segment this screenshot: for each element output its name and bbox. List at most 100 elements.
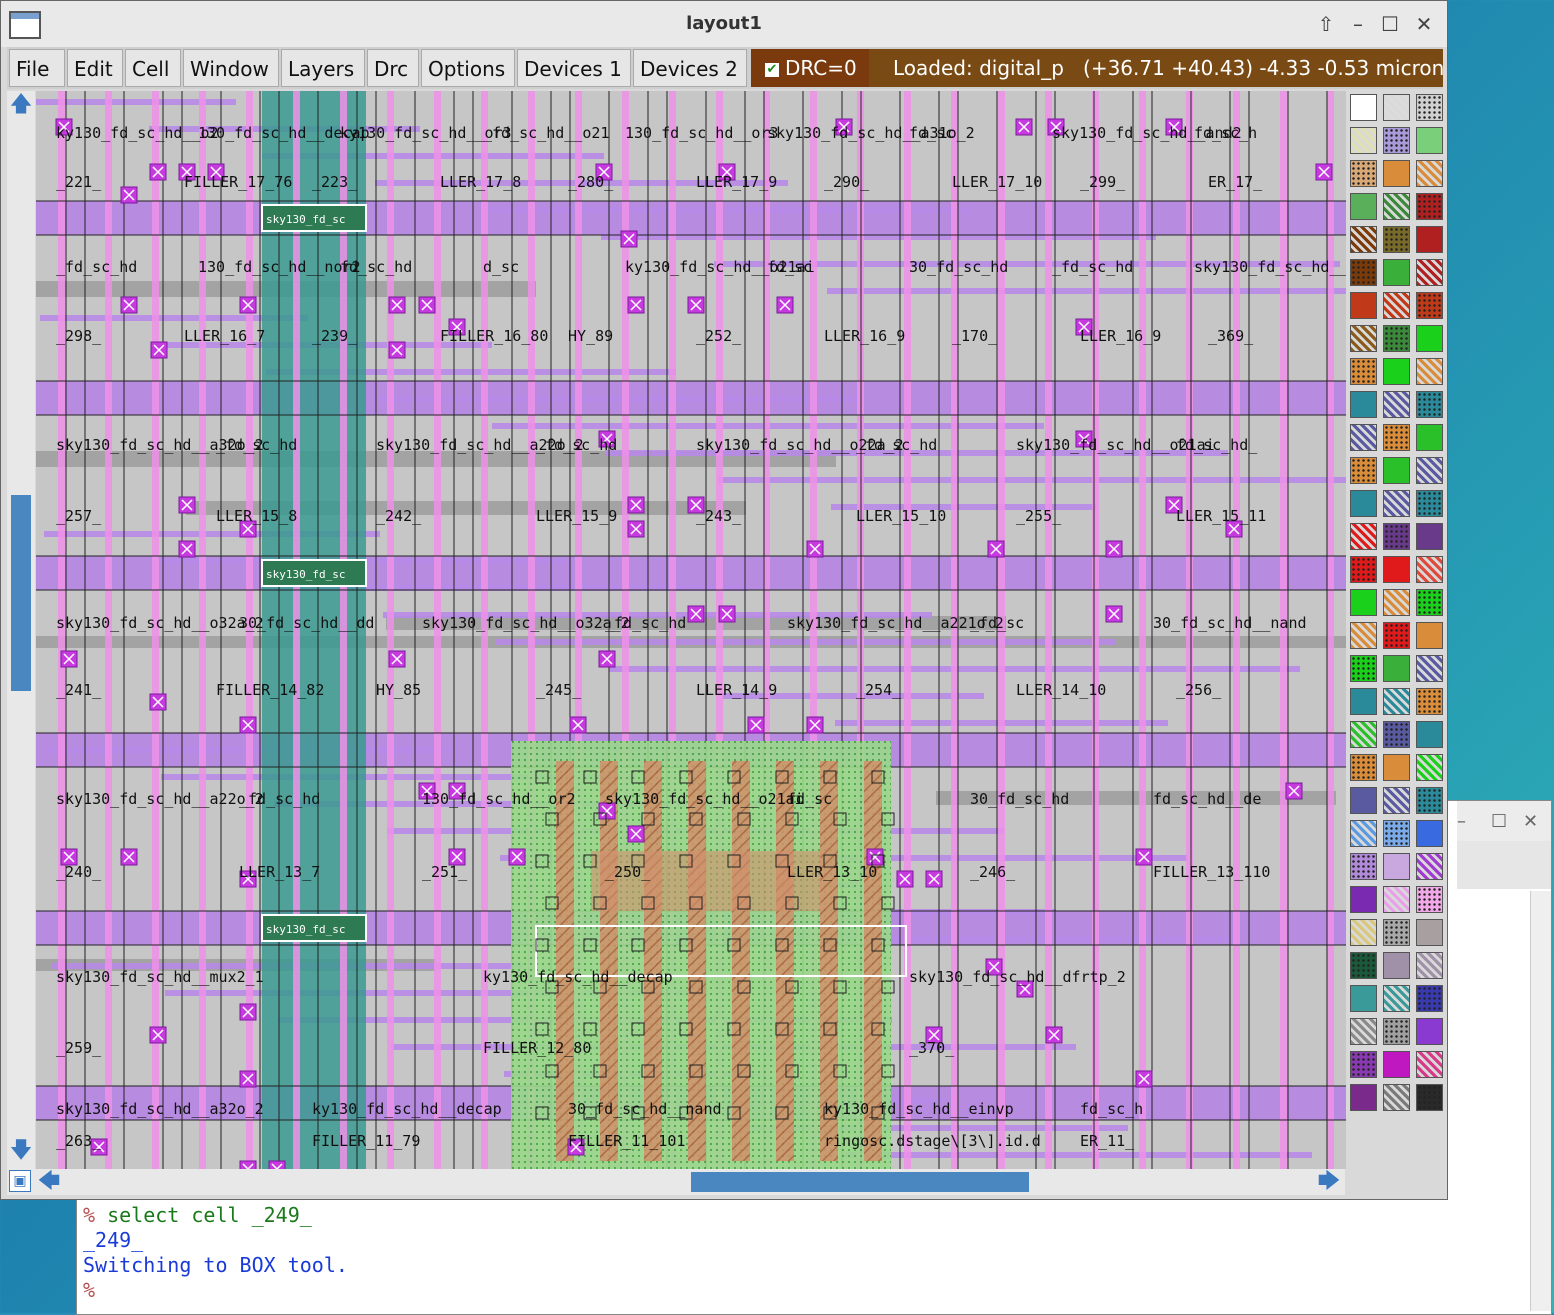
layer-swatch[interactable] [1383, 919, 1410, 946]
layer-swatch[interactable] [1383, 985, 1410, 1012]
layer-swatch[interactable] [1383, 94, 1410, 121]
layer-swatch[interactable] [1383, 160, 1410, 187]
layer-swatch[interactable] [1383, 358, 1410, 385]
layer-swatch[interactable] [1416, 523, 1443, 550]
layer-swatch[interactable] [1350, 259, 1377, 286]
layer-swatch[interactable] [1350, 853, 1377, 880]
layer-swatch[interactable] [1416, 655, 1443, 682]
layer-swatch[interactable] [1350, 721, 1377, 748]
layer-swatch[interactable] [1383, 325, 1410, 352]
layer-swatch[interactable] [1383, 259, 1410, 286]
layer-swatch[interactable] [1383, 490, 1410, 517]
layer-swatch[interactable] [1383, 424, 1410, 451]
menu-devices-1[interactable]: Devices 1 [517, 49, 631, 87]
layer-swatch[interactable] [1383, 589, 1410, 616]
layer-swatch[interactable] [1416, 787, 1443, 814]
layer-swatch[interactable] [1350, 754, 1377, 781]
layer-swatch[interactable] [1416, 193, 1443, 220]
layer-swatch[interactable] [1350, 985, 1377, 1012]
layer-swatch[interactable] [1383, 754, 1410, 781]
menu-edit[interactable]: Edit [67, 49, 123, 87]
horizontal-scroll-thumb[interactable] [691, 1172, 1029, 1192]
scroll-down-icon[interactable]: 🡇 [9, 1138, 33, 1163]
horizontal-scrollbar[interactable]: ▣ 🡄 🡆 [7, 1169, 1345, 1195]
layer-swatch[interactable] [1416, 622, 1443, 649]
layer-swatch[interactable] [1416, 589, 1443, 616]
zoom-box-icon[interactable]: ▣ [9, 1170, 31, 1192]
layer-swatch[interactable] [1350, 523, 1377, 550]
layer-swatch[interactable] [1416, 490, 1443, 517]
layer-swatch[interactable] [1350, 787, 1377, 814]
layer-swatch[interactable] [1350, 226, 1377, 253]
layer-swatch[interactable] [1416, 358, 1443, 385]
layer-swatch[interactable] [1416, 424, 1443, 451]
layer-swatch[interactable] [1416, 127, 1443, 154]
layer-swatch[interactable] [1350, 424, 1377, 451]
layer-swatch[interactable] [1416, 1051, 1443, 1078]
layer-swatch[interactable] [1350, 94, 1377, 121]
vertical-scroll-thumb[interactable] [11, 495, 31, 691]
layer-swatch[interactable] [1350, 952, 1377, 979]
layer-swatch[interactable] [1350, 160, 1377, 187]
layer-swatch[interactable] [1416, 1018, 1443, 1045]
layer-swatch[interactable] [1416, 886, 1443, 913]
layer-swatch[interactable] [1383, 886, 1410, 913]
layer-swatch[interactable] [1416, 94, 1443, 121]
layer-swatch[interactable] [1350, 820, 1377, 847]
layer-swatch[interactable] [1350, 886, 1377, 913]
layer-swatch[interactable] [1416, 325, 1443, 352]
layer-swatch[interactable] [1416, 391, 1443, 418]
layer-swatch[interactable] [1350, 688, 1377, 715]
layer-swatch[interactable] [1416, 226, 1443, 253]
drc-toggle[interactable]: ✔ DRC=0 [751, 49, 869, 87]
layer-swatch[interactable] [1350, 1084, 1377, 1111]
layer-swatch[interactable] [1383, 853, 1410, 880]
layer-swatch[interactable] [1383, 193, 1410, 220]
scroll-up-icon[interactable]: 🡅 [9, 92, 33, 117]
layer-swatch[interactable] [1383, 820, 1410, 847]
layer-swatch[interactable] [1416, 259, 1443, 286]
layer-swatch[interactable] [1416, 292, 1443, 319]
layer-swatch[interactable] [1383, 457, 1410, 484]
layer-swatch[interactable] [1350, 556, 1377, 583]
layer-swatch[interactable] [1416, 457, 1443, 484]
layer-swatch[interactable] [1383, 721, 1410, 748]
layer-swatch[interactable] [1416, 556, 1443, 583]
menu-cell[interactable]: Cell [125, 49, 181, 87]
layer-swatch[interactable] [1350, 292, 1377, 319]
close-icon[interactable]: ✕ [1523, 811, 1539, 832]
layer-swatch[interactable] [1383, 523, 1410, 550]
minimize-icon[interactable]: – [1457, 811, 1466, 832]
layer-swatch[interactable] [1350, 391, 1377, 418]
layer-swatch[interactable] [1350, 1051, 1377, 1078]
menu-file[interactable]: File [9, 49, 65, 87]
layer-swatch[interactable] [1416, 985, 1443, 1012]
menu-options[interactable]: Options [421, 49, 515, 87]
scroll-left-icon[interactable]: 🡄 [37, 1169, 61, 1194]
vertical-scrollbar[interactable]: 🡅 🡇 [7, 91, 35, 1169]
layer-swatch[interactable] [1350, 127, 1377, 154]
scroll-right-icon[interactable]: 🡆 [1317, 1169, 1341, 1194]
layer-swatch[interactable] [1383, 1018, 1410, 1045]
menu-window[interactable]: Window [183, 49, 279, 87]
layer-swatch[interactable] [1416, 721, 1443, 748]
console-output[interactable]: % select cell _249_ _249_ Switching to B… [83, 1203, 348, 1303]
layer-swatch[interactable] [1350, 457, 1377, 484]
layer-swatch[interactable] [1350, 490, 1377, 517]
layer-swatch[interactable] [1383, 622, 1410, 649]
layer-swatch[interactable] [1383, 787, 1410, 814]
layer-swatch[interactable] [1350, 1018, 1377, 1045]
layer-swatch[interactable] [1383, 556, 1410, 583]
maximize-icon[interactable]: ☐ [1491, 811, 1508, 832]
layer-swatch[interactable] [1416, 688, 1443, 715]
layer-swatch[interactable] [1416, 754, 1443, 781]
keep-above-icon[interactable]: ⇧ [1317, 12, 1335, 36]
layer-swatch[interactable] [1383, 688, 1410, 715]
layer-swatch[interactable] [1383, 226, 1410, 253]
console-scrollbar[interactable] [1530, 891, 1551, 1311]
layer-swatch[interactable] [1383, 655, 1410, 682]
layer-swatch[interactable] [1350, 655, 1377, 682]
menu-layers[interactable]: Layers [281, 49, 365, 87]
layout-drawing[interactable]: ky130_fd_sc_hd__o2130_fd_sc_hd__decapky1… [36, 91, 1346, 1169]
layout-canvas[interactable]: ky130_fd_sc_hd__o2 130_fd_sc_hd__decap ky1… [36, 91, 1346, 1169]
